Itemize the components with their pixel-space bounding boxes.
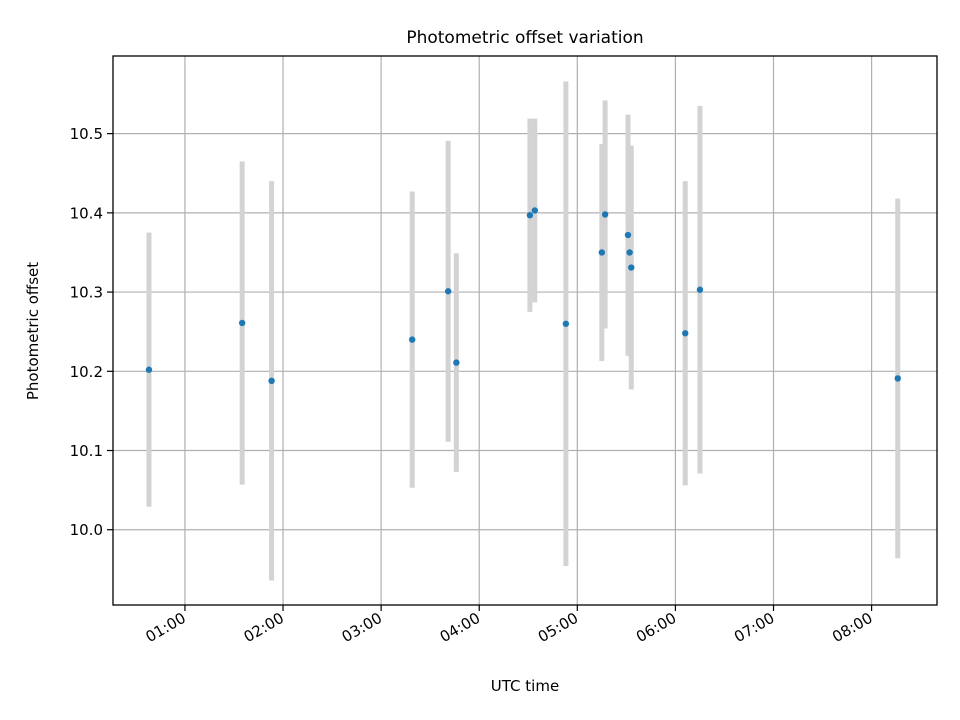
data-point — [444, 288, 452, 295]
x-tick-label: 05:00 — [535, 609, 581, 646]
y-tick-label: 10.5 — [70, 125, 103, 143]
x-tick-label: 08:00 — [829, 609, 875, 646]
tick-layer: 01:00 02:00 03:00 04:00 05:00 06:00 07:00 08:00… — [70, 125, 876, 646]
data-point — [598, 249, 606, 256]
data-point — [408, 336, 416, 343]
y-tick-label: 10.3 — [70, 284, 103, 302]
data-point — [526, 212, 534, 219]
chart-title: Photometric offset variation — [406, 28, 643, 48]
data-point — [238, 319, 246, 327]
data-point — [624, 231, 632, 239]
point-layer — [145, 207, 901, 385]
errorbar-layer — [146, 81, 901, 581]
x-tick-label: 07:00 — [731, 609, 777, 646]
y-tick-label: 10.4 — [70, 204, 103, 222]
data-point — [696, 286, 704, 293]
x-axis-label: UTC time — [491, 677, 559, 695]
data-point — [628, 264, 635, 271]
data-point — [682, 330, 689, 337]
data-point — [453, 359, 460, 366]
x-tick-label: 03:00 — [339, 609, 385, 646]
data-point — [601, 211, 609, 218]
data-point — [531, 207, 539, 214]
grid-layer — [113, 56, 937, 605]
x-tick-label: 06:00 — [633, 609, 679, 646]
y-tick-label: 10.1 — [70, 442, 103, 460]
plot-frame — [112, 55, 938, 606]
y-axis-label: Photometric offset — [24, 262, 42, 400]
x-tick-label: 01:00 — [142, 609, 188, 646]
data-point — [268, 377, 275, 385]
data-point — [894, 375, 901, 382]
data-point — [145, 366, 153, 373]
x-tick-label: 04:00 — [437, 609, 483, 646]
y-tick-label: 10.0 — [70, 521, 103, 539]
data-point — [626, 249, 633, 256]
x-tick-label: 02:00 — [241, 609, 287, 646]
y-tick-label: 10.2 — [70, 363, 103, 381]
data-point — [562, 320, 570, 327]
